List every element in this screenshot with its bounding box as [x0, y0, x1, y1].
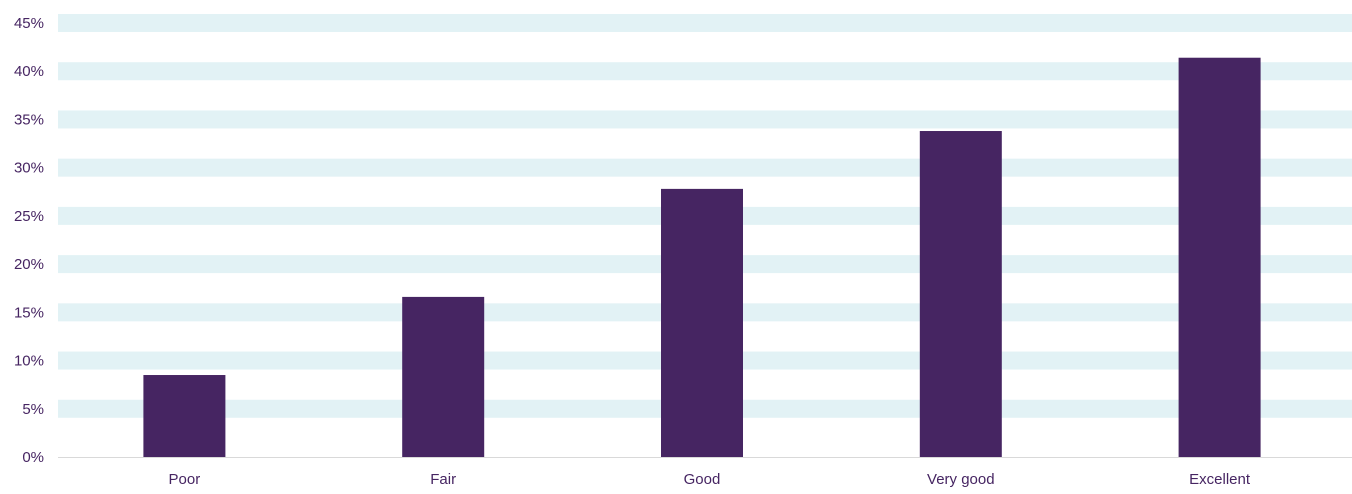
y-tick-label: 20% [14, 256, 44, 273]
bar-excellent [1178, 57, 1261, 457]
bar-very-good [919, 131, 1002, 458]
x-tick-label: Poor [169, 471, 201, 488]
y-tick-label: 10% [14, 353, 44, 370]
x-tick-label: Fair [430, 471, 456, 488]
x-tick-label: Excellent [1189, 471, 1251, 488]
bar-series [143, 57, 1261, 458]
x-tick-label: Good [684, 471, 721, 488]
y-tick-label: 40% [14, 63, 44, 80]
grid-band [58, 62, 1352, 81]
y-tick-label: 15% [14, 304, 44, 321]
x-axis-tick-labels: Poor Fair Good Very good Excellent [169, 471, 1251, 488]
bar-good [661, 188, 743, 457]
bar-fair [402, 296, 485, 457]
grid-band [58, 110, 1352, 129]
grid-band [58, 158, 1352, 177]
y-tick-label: 25% [14, 208, 44, 225]
grid-band [58, 14, 1352, 32]
y-tick-label: 5% [22, 401, 44, 418]
x-tick-label: Very good [927, 471, 995, 488]
y-tick-label: 0% [22, 449, 44, 466]
bar-poor [143, 375, 226, 457]
y-tick-label: 30% [14, 160, 44, 177]
y-tick-label: 45% [14, 15, 44, 32]
y-tick-label: 35% [14, 111, 44, 128]
y-axis-tick-labels: 0% 5% 10% 15% 20% 25% 30% 35% 40% 45% [14, 15, 44, 466]
